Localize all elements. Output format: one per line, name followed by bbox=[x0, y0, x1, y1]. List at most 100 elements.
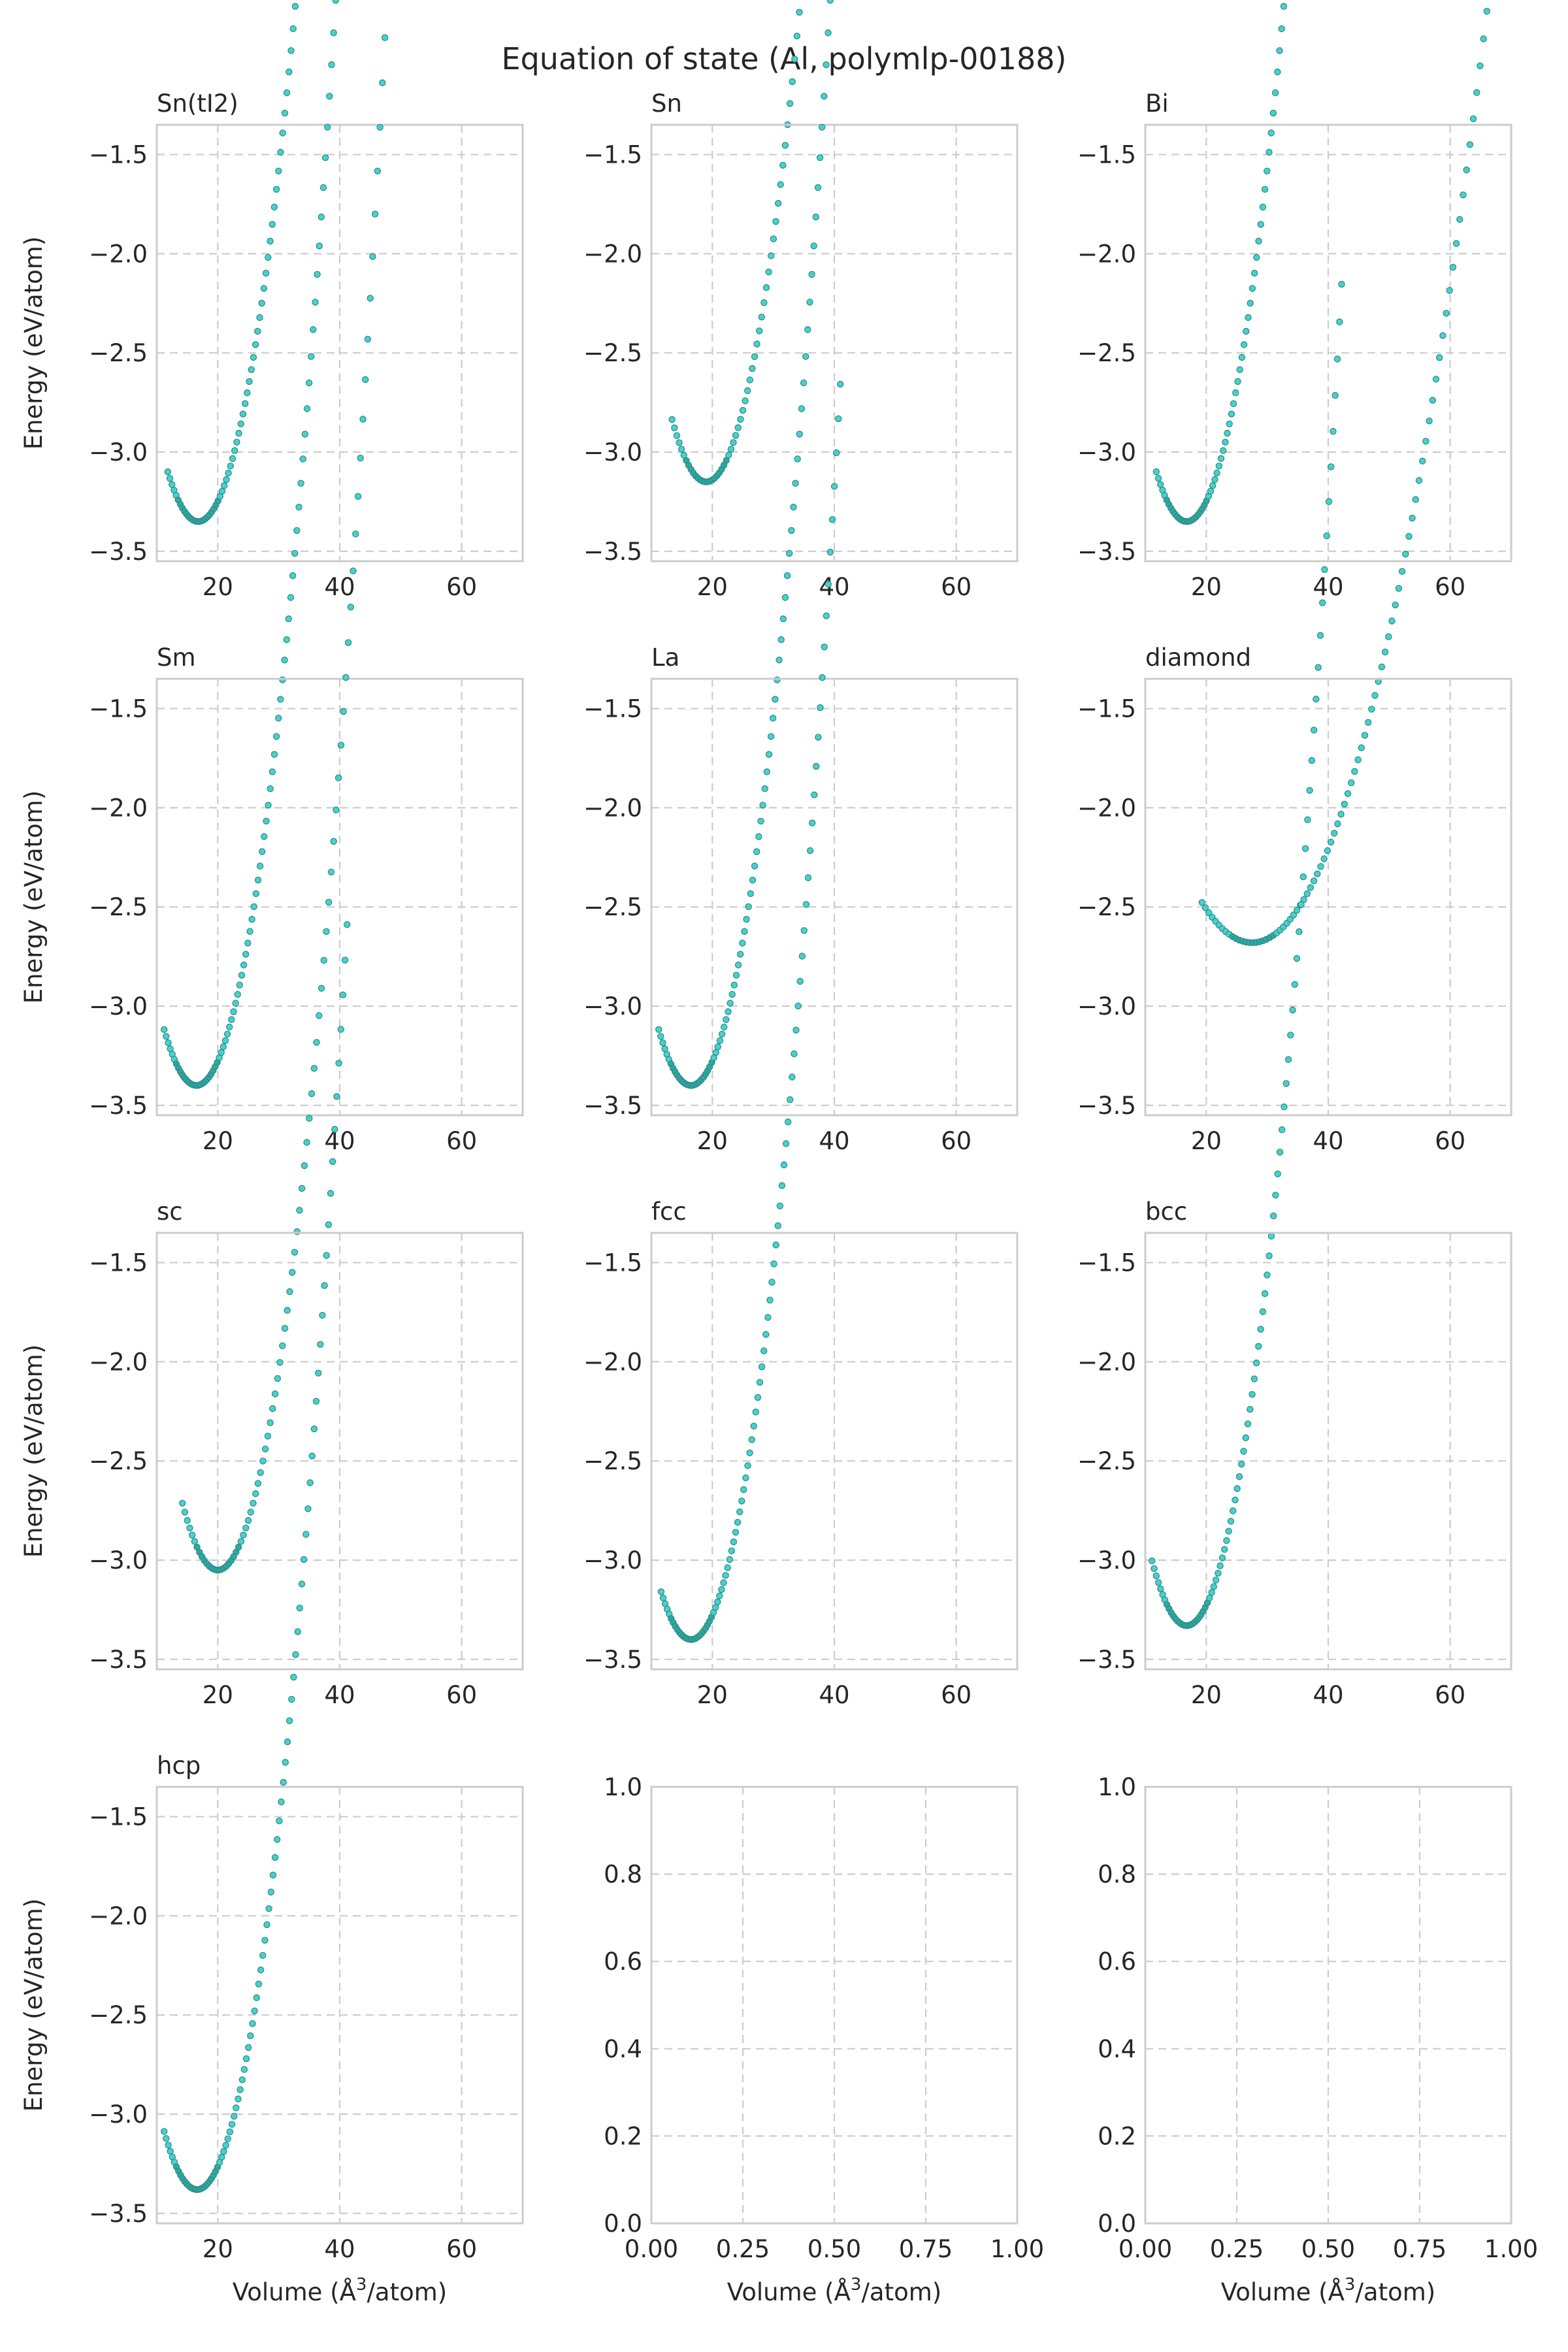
data-point bbox=[767, 733, 775, 740]
data-point bbox=[166, 475, 174, 482]
x-tick-label: 60 bbox=[446, 2235, 477, 2263]
data-point bbox=[329, 1158, 336, 1166]
data-point bbox=[783, 572, 791, 580]
data-point bbox=[808, 270, 815, 278]
data-point bbox=[789, 1073, 796, 1081]
data-point bbox=[1280, 3, 1288, 10]
data-point bbox=[770, 1260, 777, 1267]
data-point bbox=[739, 939, 746, 947]
data-point bbox=[774, 1222, 782, 1230]
y-tick-label: −2.0 bbox=[89, 1348, 148, 1376]
data-point bbox=[1338, 280, 1345, 288]
data-point bbox=[1327, 838, 1335, 846]
y-tick-label: −2.0 bbox=[583, 240, 642, 268]
data-point bbox=[1336, 318, 1343, 325]
data-point bbox=[281, 657, 288, 664]
data-point bbox=[350, 567, 357, 575]
data-point bbox=[714, 1043, 722, 1051]
y-tick-label: −2.5 bbox=[583, 339, 642, 367]
data-point bbox=[250, 1499, 257, 1507]
data-point bbox=[241, 400, 249, 408]
data-point bbox=[244, 389, 251, 397]
data-point bbox=[1264, 167, 1271, 174]
data-point bbox=[777, 636, 785, 644]
data-point bbox=[229, 455, 237, 463]
y-tick-label: −2.0 bbox=[89, 240, 148, 268]
subplot-grid: 20 40 60 −3.5 −3.0 −2.5 −2.0 −1.5 Sn(tI2) Energy … bbox=[20, 0, 1538, 2306]
data-point bbox=[1313, 695, 1320, 703]
data-point bbox=[292, 1651, 299, 1658]
data-point bbox=[671, 424, 678, 432]
data-point bbox=[1333, 355, 1341, 363]
data-point bbox=[1269, 1212, 1277, 1220]
data-point bbox=[823, 61, 830, 69]
data-point bbox=[668, 416, 676, 423]
data-point bbox=[257, 1966, 265, 1974]
subplot-11: 0.00 0.25 0.50 0.75 1.00 0.0 0.2 0.4 0.6 0.8 1.0 Vo… bbox=[604, 1773, 1044, 2306]
data-point bbox=[1398, 568, 1406, 575]
data-point bbox=[319, 1311, 326, 1319]
data-point bbox=[1395, 585, 1403, 592]
data-point bbox=[732, 1529, 740, 1536]
data-point bbox=[673, 432, 681, 439]
axes-frame bbox=[155, 123, 524, 563]
data-point bbox=[1219, 447, 1227, 454]
data-point bbox=[279, 676, 286, 683]
data-point bbox=[1226, 420, 1233, 428]
axes-frame bbox=[650, 123, 1019, 563]
x-tick-label: 60 bbox=[446, 1127, 477, 1155]
data-point bbox=[727, 1000, 734, 1007]
data-point bbox=[726, 1556, 734, 1563]
data-point bbox=[344, 921, 351, 928]
data-point bbox=[767, 252, 775, 259]
y-tick-label: −3.0 bbox=[1077, 438, 1136, 466]
data-point bbox=[293, 527, 301, 534]
data-point bbox=[1227, 1518, 1235, 1525]
data-point bbox=[296, 1605, 303, 1612]
data-point bbox=[765, 269, 772, 276]
data-point bbox=[224, 2135, 231, 2142]
subplot-3: 20 40 60 −3.5 −3.0 −2.5 −2.0 −1.5 Bi bbox=[1077, 3, 1512, 601]
data-point bbox=[1337, 810, 1345, 818]
data-point bbox=[303, 1139, 310, 1146]
data-point bbox=[259, 848, 266, 855]
y-tick-label: −3.0 bbox=[89, 992, 148, 1021]
subplot-title: Sn bbox=[651, 90, 682, 118]
y-tick-label: −3.0 bbox=[583, 438, 642, 466]
data-point bbox=[1318, 599, 1326, 606]
data-point bbox=[222, 2142, 229, 2149]
x-tick-label: 20 bbox=[697, 573, 728, 601]
data-point bbox=[236, 981, 243, 988]
data-point bbox=[1157, 1585, 1164, 1593]
data-point bbox=[326, 93, 333, 100]
y-tick-label: −3.5 bbox=[1077, 1092, 1136, 1120]
data-point bbox=[1269, 109, 1277, 117]
axes-frame bbox=[1144, 123, 1512, 563]
data-point bbox=[810, 242, 817, 250]
data-point bbox=[235, 2095, 242, 2102]
data-point bbox=[796, 431, 804, 438]
data-point bbox=[244, 1516, 252, 1524]
data-point bbox=[269, 1871, 277, 1879]
data-point bbox=[792, 1026, 800, 1034]
data-point bbox=[301, 431, 308, 438]
data-point bbox=[1330, 830, 1338, 837]
y-tick-label: −1.5 bbox=[583, 1249, 642, 1277]
data-point bbox=[1473, 89, 1480, 96]
data-point bbox=[263, 817, 270, 825]
x-tick-label: 60 bbox=[446, 1681, 477, 1709]
data-point bbox=[237, 2086, 244, 2093]
subplot-9: 20 40 60 −3.5 −3.0 −2.5 −2.0 −1.5 bcc bbox=[1077, 280, 1512, 1709]
y-tick-label: 0.2 bbox=[604, 2122, 642, 2150]
data-point bbox=[289, 25, 297, 33]
data-point bbox=[321, 1282, 328, 1289]
x-tick-label: 0.00 bbox=[1119, 2235, 1172, 2263]
data-point bbox=[1224, 429, 1231, 437]
data-point bbox=[251, 2007, 258, 2015]
y-tick-label: −3.5 bbox=[1077, 538, 1136, 566]
data-point bbox=[231, 2112, 238, 2120]
data-point bbox=[818, 123, 826, 131]
data-point bbox=[1267, 1232, 1275, 1240]
data-point bbox=[794, 1002, 802, 1010]
data-point bbox=[321, 154, 329, 161]
